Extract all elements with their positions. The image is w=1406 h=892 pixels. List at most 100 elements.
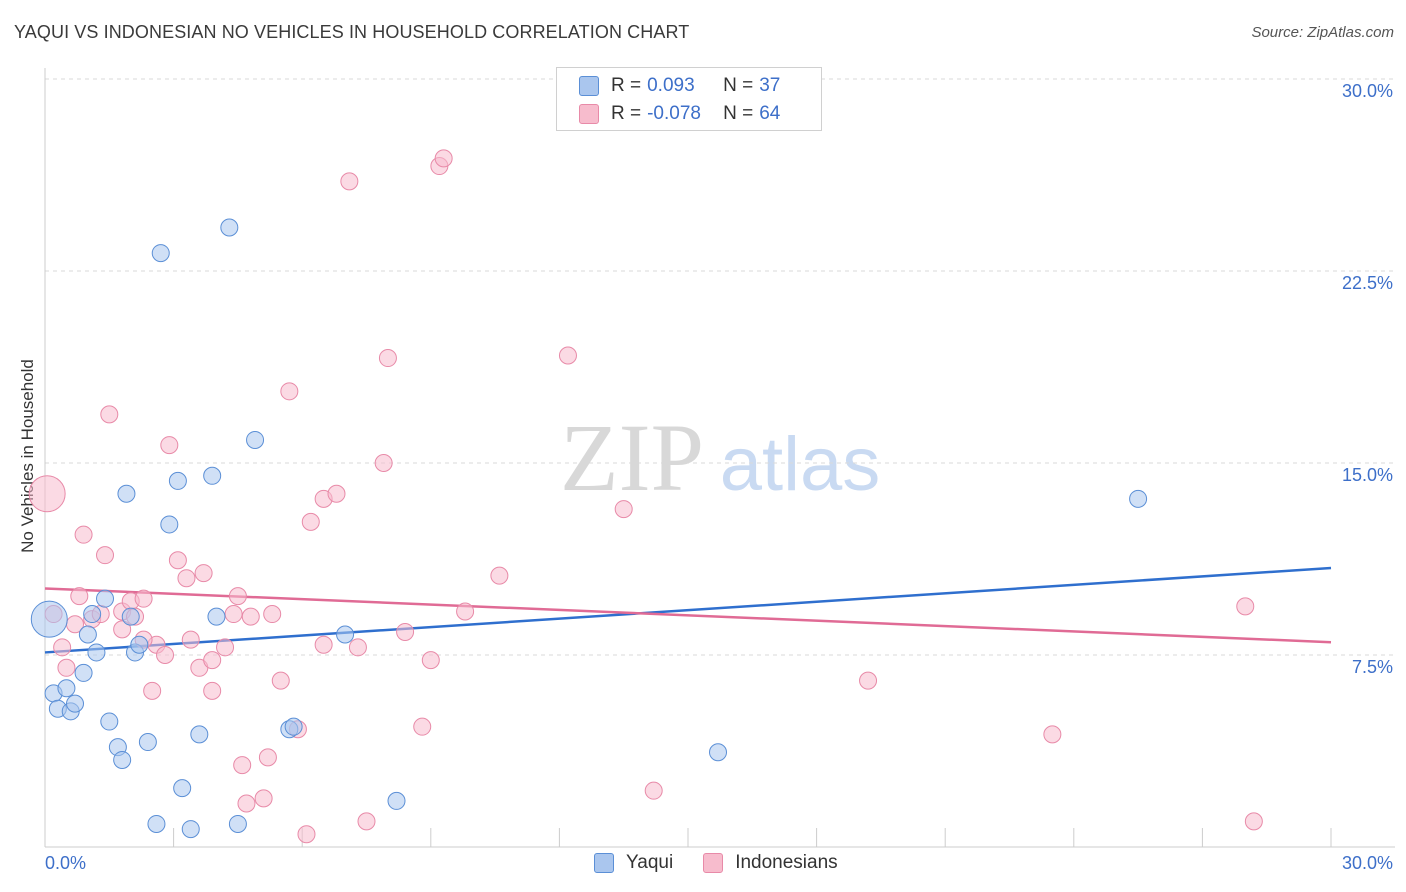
x-tick-label: 0.0% — [45, 853, 86, 873]
data-point-indonesians — [1244, 812, 1263, 831]
legend-row-indonesians: R = -0.078 N = 64 — [579, 101, 780, 127]
data-point-indonesians — [280, 382, 299, 401]
data-point-yaqui — [228, 814, 247, 833]
legend-label-yaqui: Yaqui — [626, 852, 674, 873]
data-point-indonesians — [134, 589, 153, 608]
data-point-yaqui — [113, 750, 132, 769]
trend-line-indonesians — [44, 587, 1332, 644]
legend-r-label: R = — [611, 103, 642, 124]
y-tick-label: 22.5% — [1342, 273, 1393, 293]
grid-lines — [45, 78, 1395, 656]
data-point-indonesians — [374, 454, 393, 472]
x-tick-label: 30.0% — [1342, 853, 1393, 873]
axes — [44, 68, 1395, 848]
legend-n-value: 64 — [759, 103, 781, 124]
watermark: ZIP atlas — [560, 404, 880, 511]
data-point-indonesians — [241, 607, 260, 626]
data-point-yaqui — [66, 694, 85, 713]
y-tick-label: 15.0% — [1342, 465, 1393, 485]
chart-source: Source: ZipAtlas.com — [1251, 24, 1394, 41]
data-point-indonesians — [70, 587, 89, 606]
data-point-indonesians — [57, 658, 76, 677]
data-point-indonesians — [271, 671, 290, 690]
data-point-indonesians — [396, 622, 415, 641]
data-point-yaqui — [151, 244, 170, 263]
data-point-indonesians — [434, 149, 453, 168]
data-point-yaqui — [83, 605, 102, 624]
data-point-yaqui — [100, 712, 119, 731]
data-point-indonesians — [456, 602, 475, 621]
data-point-indonesians — [254, 789, 273, 808]
yaqui-swatch — [579, 76, 599, 96]
data-point-indonesians — [1043, 725, 1062, 744]
data-point-yaqui — [74, 663, 93, 682]
yaqui-swatch — [594, 853, 614, 873]
indonesians-swatch — [703, 853, 724, 873]
trend-lines — [44, 566, 1332, 654]
data-point-yaqui — [709, 743, 728, 762]
y-tick-label: 30.0% — [1342, 81, 1393, 101]
data-point-yaqui — [121, 607, 140, 626]
legend-r-value: -0.078 — [647, 103, 701, 124]
indonesians-swatch — [579, 104, 599, 124]
data-point-indonesians — [340, 172, 359, 191]
data-point-yaqui — [78, 625, 97, 644]
data-point-indonesians — [859, 671, 878, 690]
data-point-indonesians — [421, 651, 440, 670]
data-point-indonesians — [228, 587, 247, 606]
data-point-indonesians — [237, 794, 256, 813]
data-point-yaqui — [130, 635, 149, 654]
legend-r-label: R = — [611, 75, 642, 96]
legend-label-indonesians: Indonesians — [735, 852, 838, 873]
data-point-yaqui — [190, 725, 209, 744]
watermark-atlas: atlas — [720, 422, 881, 507]
legend-item-indonesians[interactable]: Indonesians — [703, 852, 838, 874]
correlation-legend: R = 0.093 N = 37 R = -0.078 N = 64 — [556, 67, 822, 131]
data-point-indonesians — [614, 500, 633, 519]
data-point-indonesians — [203, 681, 222, 700]
data-point-indonesians — [113, 620, 132, 639]
data-point-indonesians — [644, 781, 663, 800]
data-point-yaqui — [387, 791, 406, 810]
data-point-indonesians — [156, 646, 175, 664]
data-point-indonesians — [28, 475, 66, 513]
data-point-yaqui — [87, 643, 106, 662]
data-point-indonesians — [258, 748, 277, 767]
data-point-yaqui — [1129, 489, 1148, 508]
data-point-yaqui — [30, 600, 68, 638]
data-point-yaqui — [207, 607, 226, 626]
data-point-yaqui — [173, 779, 192, 798]
data-point-indonesians — [327, 484, 346, 503]
data-point-indonesians — [203, 651, 222, 670]
tick-labels: 7.5% 15.0% 22.5% 30.0% 0.0% 30.0% — [45, 81, 1393, 873]
data-point-indonesians — [168, 551, 187, 570]
legend-n-label: N = — [723, 75, 754, 96]
data-point-yaqui — [147, 814, 166, 833]
data-point-indonesians — [490, 566, 509, 585]
data-point-indonesians — [96, 546, 115, 565]
data-point-indonesians — [100, 405, 119, 424]
legend-row-yaqui: R = 0.093 N = 37 — [579, 73, 780, 99]
data-point-indonesians — [53, 638, 72, 657]
data-point-indonesians — [1236, 597, 1255, 616]
legend-r-value: 0.093 — [647, 75, 695, 96]
data-point-indonesians — [348, 638, 367, 657]
data-point-yaqui — [220, 218, 239, 237]
data-point-yaqui — [181, 820, 200, 839]
data-point-indonesians — [74, 525, 93, 544]
legend-item-yaqui[interactable]: Yaqui — [594, 852, 673, 874]
data-point-yaqui — [160, 515, 179, 534]
data-point-indonesians — [177, 569, 196, 588]
data-point-yaqui — [57, 679, 76, 698]
data-point-yaqui — [168, 471, 187, 490]
data-point-yaqui — [96, 589, 115, 608]
data-point-indonesians — [216, 638, 235, 657]
watermark-zip: ZIP — [560, 404, 704, 511]
trend-line-yaqui — [44, 566, 1332, 654]
legend-n-value: 37 — [759, 75, 781, 96]
data-point-indonesians — [194, 564, 213, 583]
legend-n-label: N = — [723, 103, 754, 124]
data-point-yaqui — [284, 717, 303, 736]
data-point-yaqui — [203, 466, 222, 485]
